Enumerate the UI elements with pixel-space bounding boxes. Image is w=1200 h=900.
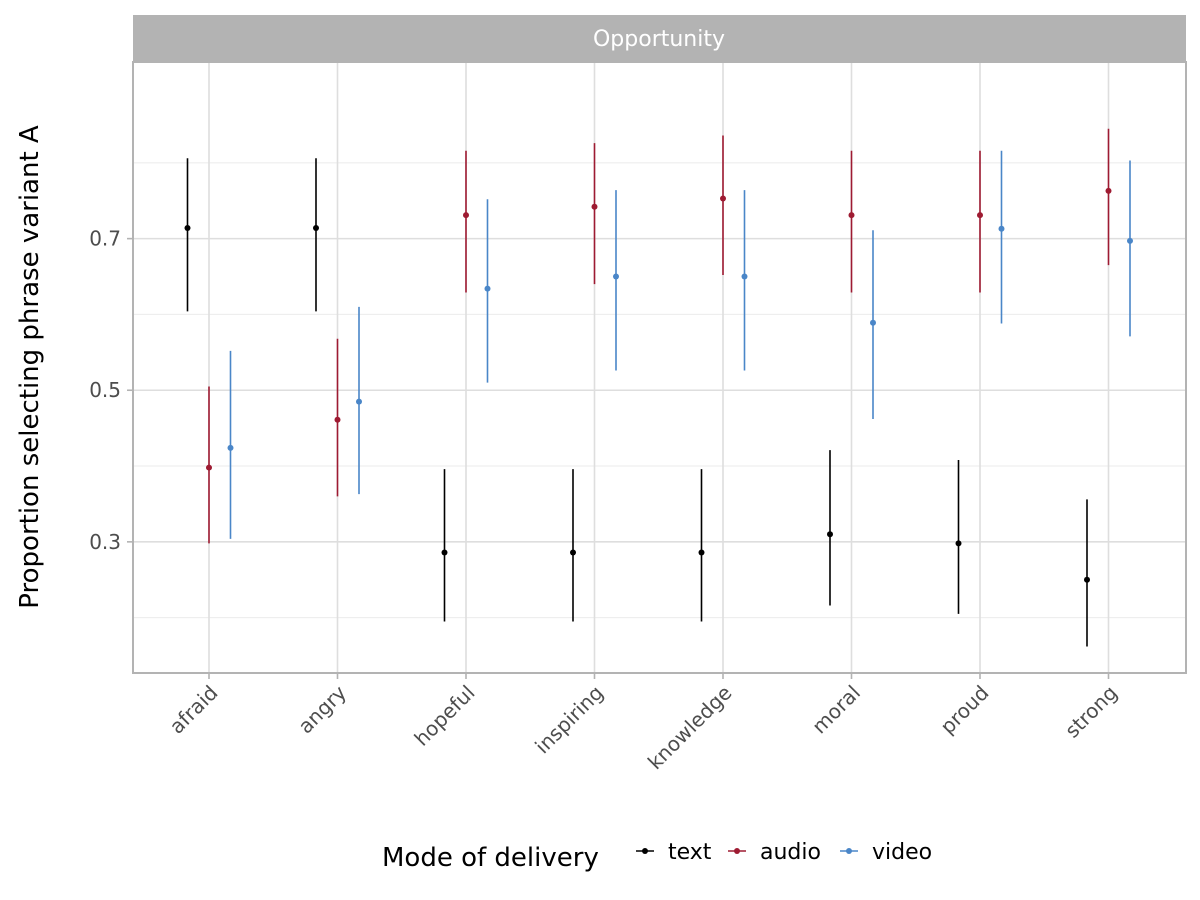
- legend-key-point-video: [846, 848, 852, 854]
- legend-key-point-audio: [734, 848, 740, 854]
- y-axis: 0.3 0.5 0.7: [89, 227, 133, 554]
- legend-key-point-text: [642, 848, 648, 854]
- panel-border: [132, 61, 1187, 674]
- point-audio: [206, 464, 212, 471]
- point-video: [356, 398, 362, 405]
- x-tick-label: hopeful: [409, 681, 479, 751]
- x-axis: afraid angry hopeful inspiring knowledge mora…: [165, 673, 1122, 775]
- point-text: [570, 549, 576, 556]
- point-text: [313, 225, 319, 232]
- point-video: [613, 273, 619, 280]
- point-text: [1084, 576, 1090, 583]
- y-tick-label: 0.3: [89, 530, 121, 554]
- point-text: [698, 549, 705, 556]
- point-video: [870, 319, 876, 326]
- point-video: [484, 285, 491, 292]
- point-text: [184, 225, 191, 232]
- x-tick-label: proud: [935, 681, 993, 739]
- x-tick-label: angry: [293, 680, 351, 738]
- y-axis-title: Proportion selecting phrase variant A: [15, 125, 45, 609]
- grid-layer: [133, 62, 1186, 673]
- point-audio: [977, 212, 983, 219]
- x-tick-label: strong: [1060, 681, 1122, 743]
- x-tick-label: afraid: [165, 681, 223, 739]
- legend-label-audio: audio: [760, 840, 821, 865]
- legend-title: Mode of delivery: [382, 843, 599, 873]
- point-audio: [848, 212, 855, 219]
- point-video: [227, 444, 234, 451]
- point-audio: [720, 195, 726, 202]
- x-tick-label: inspiring: [530, 681, 608, 759]
- x-tick-label: knowledge: [643, 681, 737, 775]
- legend-label-text: text: [668, 840, 712, 865]
- point-video: [741, 273, 748, 280]
- facet-title: Opportunity: [593, 27, 725, 52]
- point-audio: [1105, 187, 1112, 194]
- point-text: [955, 540, 962, 547]
- y-tick-label: 0.5: [89, 378, 121, 402]
- data-marks: [184, 128, 1133, 647]
- legend-label-video: video: [872, 840, 932, 865]
- facet-strip-background: [133, 15, 1186, 62]
- point-text: [827, 531, 833, 538]
- y-tick-label: 0.7: [89, 227, 121, 251]
- point-video: [998, 225, 1005, 232]
- point-audio: [591, 203, 598, 210]
- legend: Mode of delivery text audio video: [382, 840, 932, 873]
- point-text: [441, 549, 448, 556]
- point-video: [1127, 237, 1133, 244]
- point-audio: [334, 416, 341, 423]
- facet-strip: Opportunity: [133, 15, 1186, 62]
- x-tick-label: moral: [807, 681, 865, 739]
- point-audio: [463, 212, 469, 219]
